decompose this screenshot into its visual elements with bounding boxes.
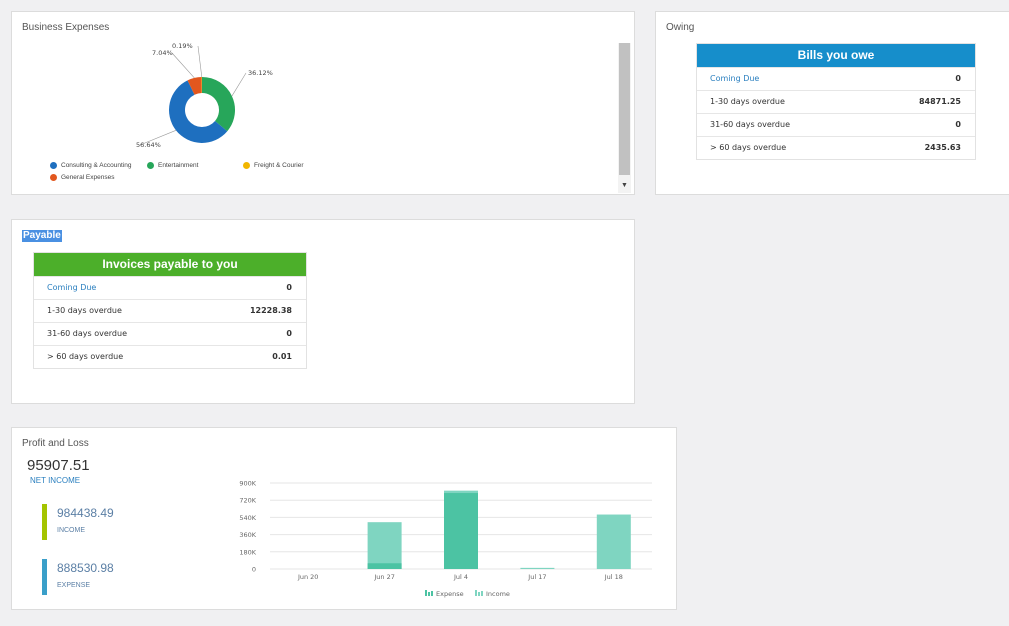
chart-legend-item[interactable]: Expense	[425, 590, 464, 598]
row-value: 0	[286, 283, 292, 292]
income-label: INCOME	[57, 527, 85, 534]
row-label[interactable]: Coming Due	[710, 74, 760, 83]
row-value: 0	[955, 74, 961, 83]
y-tick-label: 0	[252, 566, 256, 574]
expense-label: EXPENSE	[57, 582, 91, 589]
slice-percent-label: 36.12%	[248, 69, 273, 77]
row-label: 1-30 days overdue	[47, 306, 122, 315]
table-row[interactable]: 1-30 days overdue 12228.38	[34, 299, 306, 322]
x-tick-label: Jul 18	[604, 573, 623, 581]
chart-legend-label: Expense	[436, 590, 464, 598]
table-row[interactable]: 31-60 days overdue 0	[697, 113, 975, 136]
bar-legend-icon	[481, 591, 483, 596]
slice-leader-line	[197, 45, 203, 78]
payable-panel: Payable Invoices payable to you Coming D…	[11, 219, 635, 404]
bills-you-owe-header: Bills you owe	[697, 44, 975, 67]
chart-legend-label: Income	[486, 590, 510, 598]
table-row[interactable]: Coming Due 0	[34, 276, 306, 299]
invoices-payable-header: Invoices payable to you	[34, 253, 306, 276]
scrollbar-thumb[interactable]	[619, 43, 630, 175]
profit-loss-bar-chart: 900K 720K 540K 360K 180K 0 Jun 20 Jun 27 Jul 4 Ju…	[239, 480, 652, 598]
chart-legend-item[interactable]: Income	[475, 590, 510, 598]
table-row[interactable]: > 60 days overdue 0.01	[34, 345, 306, 368]
bar-legend-icon	[431, 591, 433, 596]
row-value: 12228.38	[249, 306, 292, 315]
expenses-scrollbar[interactable]: ▼	[618, 43, 631, 193]
income-value: 984438.49	[57, 506, 114, 520]
table-row[interactable]: 1-30 days overdue 84871.25	[697, 90, 975, 113]
x-tick-label: Jul 17	[527, 573, 546, 581]
y-tick-label: 360K	[239, 531, 256, 539]
row-value: 0.01	[272, 352, 292, 361]
owing-panel: Owing Bills you owe Coming Due 0 1-30 day…	[655, 11, 1009, 195]
y-tick-label: 540K	[239, 514, 256, 522]
legend-label: General Expenses	[61, 174, 115, 181]
income-indicator-bar	[42, 504, 47, 540]
x-tick-label: Jun 20	[297, 573, 319, 581]
profit-and-loss-panel: Profit and Loss 95907.51 NET INCOME 9844…	[11, 427, 677, 610]
slice-percent-label: 0.19%	[172, 42, 193, 50]
x-tick-label: Jun 27	[373, 573, 395, 581]
bar-legend-icon	[478, 592, 480, 596]
legend-freight[interactable]: Freight & Courier	[243, 162, 304, 169]
x-tick-label: Jul 4	[453, 573, 468, 581]
bar-legend-icon	[428, 592, 430, 596]
slice-leader-line	[139, 130, 177, 146]
legend-entertainment[interactable]: Entertainment	[147, 162, 198, 169]
pie-icon	[50, 174, 57, 181]
expense-value: 888530.98	[57, 561, 114, 575]
legend-label: Entertainment	[158, 162, 199, 169]
table-row[interactable]: Coming Due 0	[697, 67, 975, 90]
bar-legend-icon	[425, 590, 427, 596]
donut-slice[interactable]	[187, 77, 202, 95]
row-label: 31-60 days overdue	[47, 329, 127, 338]
bills-you-owe-table: Bills you owe Coming Due 0 1-30 days over…	[696, 43, 976, 160]
net-income-label: NET INCOME	[30, 476, 81, 485]
expense-bar[interactable]	[444, 493, 478, 569]
profit-and-loss-title: Profit and Loss	[22, 438, 89, 449]
slice-percent-label: 7.04%	[152, 49, 173, 57]
invoices-payable-table: Invoices payable to you Coming Due 0 1-30…	[33, 252, 307, 369]
row-value: 84871.25	[918, 97, 961, 106]
row-label: 1-30 days overdue	[710, 97, 785, 106]
expenses-donut-chart: 36.12% 56.64% 7.04%0.19%	[136, 42, 273, 149]
donut-slice[interactable]	[202, 77, 235, 132]
expense-bar[interactable]	[367, 563, 402, 569]
owing-title: Owing	[666, 22, 695, 33]
row-label: > 60 days overdue	[47, 352, 124, 361]
expense-indicator-bar	[42, 559, 47, 595]
slice-leader-line	[231, 72, 247, 97]
bar-legend-icon	[475, 590, 477, 596]
income-bar[interactable]	[596, 514, 631, 569]
y-tick-label: 720K	[239, 497, 256, 505]
legend-general[interactable]: General Expenses	[50, 174, 114, 181]
table-row[interactable]: > 60 days overdue 2435.63	[697, 136, 975, 159]
row-label: 31-60 days overdue	[710, 120, 790, 129]
legend-consulting[interactable]: Consulting & Accounting	[50, 162, 131, 169]
row-label[interactable]: Coming Due	[47, 283, 97, 292]
legend-label: Freight & Courier	[254, 162, 304, 169]
legend-label: Consulting & Accounting	[61, 162, 132, 169]
y-tick-label: 900K	[239, 480, 256, 488]
pie-icon	[50, 162, 57, 169]
income-bar[interactable]	[520, 567, 555, 569]
table-row[interactable]: 31-60 days overdue 0	[34, 322, 306, 345]
pie-icon	[243, 162, 250, 169]
slice-percent-label: 56.64%	[136, 141, 161, 149]
expenses-legend: Consulting & Accounting Entertainment Fr…	[50, 162, 350, 186]
business-expenses-panel: Business Expenses 36.12% 56.64% 7.04% 0.19%…	[11, 11, 635, 195]
slice-leader-line	[171, 52, 195, 79]
business-expenses-title: Business Expenses	[22, 22, 110, 33]
y-tick-label: 180K	[239, 548, 256, 556]
scroll-down-arrow-icon[interactable]: ▼	[621, 182, 628, 189]
row-value: 0	[955, 120, 961, 129]
pie-icon	[147, 162, 154, 169]
row-value: 2435.63	[924, 143, 961, 152]
net-income-value: 95907.51	[27, 457, 90, 474]
income-bar[interactable]	[367, 522, 402, 569]
donut-slice[interactable]	[169, 80, 228, 143]
payable-title: Payable	[22, 230, 62, 242]
row-value: 0	[286, 329, 292, 338]
row-label: > 60 days overdue	[710, 143, 787, 152]
